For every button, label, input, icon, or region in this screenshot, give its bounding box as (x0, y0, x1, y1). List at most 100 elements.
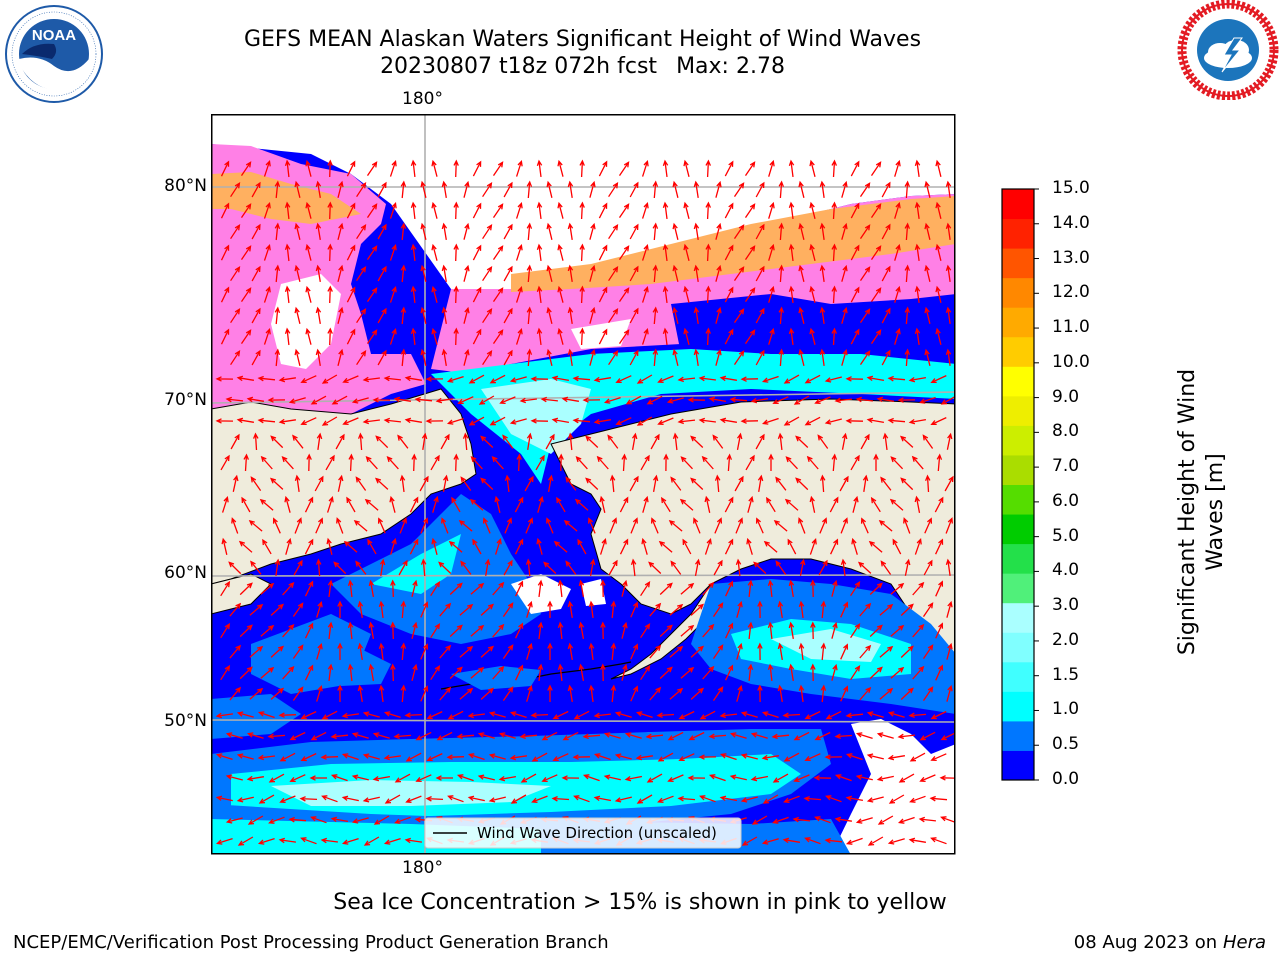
wind-wave-arrow (236, 417, 255, 424)
wind-wave-arrow (300, 417, 317, 426)
wind-wave-arrow (316, 600, 323, 618)
wind-wave-arrow (547, 684, 553, 702)
wind-wave-arrow (914, 327, 921, 345)
wind-wave-arrow (683, 285, 690, 303)
wind-wave-arrow (904, 306, 911, 325)
wind-wave-arrow (310, 731, 327, 741)
wind-wave-arrow (824, 754, 843, 760)
wind-wave-arrow (557, 327, 564, 345)
colorbar (1001, 188, 1039, 781)
wind-wave-arrow (557, 201, 564, 219)
wind-wave-arrow (768, 453, 774, 471)
wind-wave-arrow (525, 517, 534, 534)
wind-wave-arrow (831, 621, 838, 639)
wind-wave-arrow (220, 622, 231, 639)
wind-wave-arrow (859, 266, 871, 281)
wind-wave-arrow (389, 201, 397, 219)
wind-wave-arrow (924, 264, 931, 282)
wind-wave-arrow (293, 559, 303, 576)
wind-wave-arrow (820, 600, 827, 619)
wind-wave-arrow (470, 582, 485, 595)
wind-wave-arrow (870, 203, 882, 218)
wind-wave-arrow (337, 222, 344, 240)
wind-wave-arrow (389, 285, 397, 303)
wind-wave-arrow (469, 498, 484, 511)
wind-wave-arrow (399, 474, 406, 492)
colorbar-tick-label: 14.0 (1052, 212, 1090, 233)
wind-wave-arrow (463, 222, 470, 240)
wind-wave-arrow (935, 285, 942, 303)
wind-wave-arrow (724, 202, 734, 219)
wind-wave-arrow (572, 754, 591, 760)
wind-wave-arrow (472, 160, 482, 177)
wind-wave-arrow (362, 753, 380, 760)
wind-wave-arrow (225, 817, 243, 824)
wind-wave-arrow (502, 644, 514, 659)
wind-wave-arrow (788, 285, 795, 303)
wind-wave-arrow (346, 160, 356, 177)
wind-wave-arrow (850, 286, 860, 303)
wind-wave-arrow (321, 416, 338, 426)
wind-wave-arrow (630, 558, 637, 577)
wind-wave-arrow (400, 306, 407, 325)
wind-wave-arrow (787, 538, 797, 555)
wind-wave-arrow (831, 453, 838, 472)
wind-wave-arrow (346, 202, 356, 219)
wind-wave-arrow (799, 558, 806, 576)
wind-wave-arrow (263, 327, 271, 345)
wind-wave-arrow (819, 264, 826, 282)
wind-wave-arrow (435, 775, 453, 781)
wind-wave-arrow (763, 540, 778, 553)
wind-wave-arrow (341, 837, 359, 845)
wind-wave-arrow (698, 375, 716, 382)
wind-wave-arrow (565, 476, 577, 491)
wind-wave-arrow (772, 773, 789, 783)
wind-wave-arrow (579, 285, 585, 304)
wind-wave-arrow (342, 375, 359, 384)
wind-wave-arrow (246, 396, 265, 403)
wind-wave-arrow (543, 561, 557, 574)
wind-wave-arrow (579, 159, 585, 178)
wind-wave-arrow (327, 285, 333, 304)
wind-wave-arrow (798, 348, 805, 366)
wind-wave-arrow (641, 201, 649, 219)
wind-wave-arrow (715, 348, 722, 366)
wind-wave-arrow (669, 645, 684, 658)
wind-wave-arrow (492, 581, 505, 596)
wind-wave-arrow (410, 243, 417, 261)
wind-wave-arrow (282, 624, 295, 638)
colorbar-tick-label: 10.0 (1052, 351, 1090, 372)
wind-wave-arrow (657, 795, 674, 803)
wind-wave-arrow (887, 375, 906, 382)
wind-wave-arrow (610, 642, 617, 661)
wind-wave-arrow (447, 710, 464, 720)
wind-wave-arrow (383, 837, 401, 845)
wind-wave-arrow (940, 732, 954, 741)
wind-wave-arrow (867, 836, 884, 846)
lat-label-50: 50°N (164, 711, 207, 731)
wind-wave-arrow (509, 754, 527, 761)
wind-wave-arrow (267, 733, 286, 740)
wind-wave-arrow (377, 349, 387, 366)
wind-wave-arrow (472, 538, 482, 555)
wind-wave-arrow (267, 397, 286, 403)
wind-wave-arrow (680, 582, 695, 595)
wind-wave-arrow (514, 538, 524, 555)
wind-wave-arrow (870, 496, 881, 513)
wind-wave-arrow (783, 416, 800, 426)
wind-wave-arrow (672, 432, 679, 451)
wind-wave-arrow (693, 517, 701, 534)
wind-wave-arrow (588, 642, 595, 660)
wind-wave-arrow (652, 348, 659, 367)
wind-wave-arrow (705, 243, 711, 262)
wind-wave-arrow (945, 517, 953, 534)
colorbar-segment (1002, 336, 1034, 367)
wind-wave-arrow (788, 327, 795, 345)
wind-wave-arrow (777, 684, 784, 703)
wind-wave-arrow (357, 642, 364, 661)
wind-wave-arrow (600, 621, 606, 640)
wind-wave-arrow (814, 816, 831, 824)
wind-wave-arrow (337, 642, 343, 660)
wind-wave-arrow (598, 328, 608, 345)
wind-wave-arrow (557, 159, 564, 177)
